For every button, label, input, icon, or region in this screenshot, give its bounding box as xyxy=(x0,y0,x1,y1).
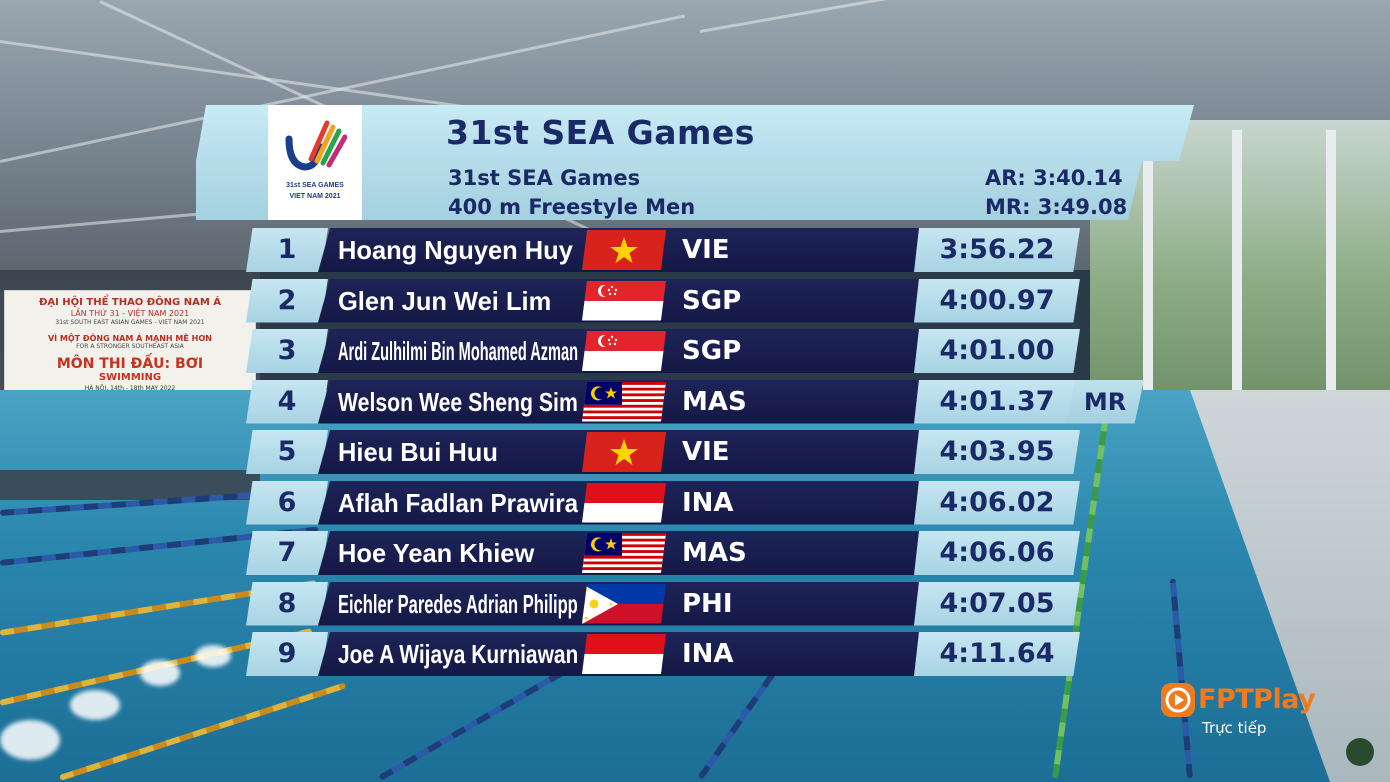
finish-time: 4:06.06 xyxy=(914,531,1080,575)
athlete-name: Welson Wee Sheng Sim xyxy=(338,386,578,417)
column xyxy=(1326,130,1336,400)
sea-games-emblem-icon xyxy=(285,120,347,171)
rank-cell: 8 xyxy=(246,581,328,626)
competition-name: 31st SEA Games xyxy=(448,166,641,190)
country-code: MAS xyxy=(682,538,747,568)
rank-cell: 9 xyxy=(246,632,328,676)
banner-line: FOR A STRONGER SOUTHEAST ASIA xyxy=(76,343,184,350)
rank-cell: 4 xyxy=(246,379,328,424)
malaysia-flag-icon xyxy=(582,533,666,573)
athlete-name: Hieu Bui Huu xyxy=(338,437,498,467)
result-row: 1 Hoang Nguyen Huy VIE 3:56.22 xyxy=(246,228,1146,272)
asian-record: AR: 3:40.14 xyxy=(985,166,1123,190)
athlete-name: Glen Jun Wei Lim xyxy=(338,285,552,316)
vietnam-flag-icon xyxy=(582,432,666,472)
athlete-name: Hoang Nguyen Huy xyxy=(338,235,573,265)
race-name: 400 m Freestyle Men xyxy=(448,195,696,219)
play-logo-icon xyxy=(1161,683,1195,717)
athlete-name: Eichler Paredes Adrian Philipp xyxy=(338,588,578,619)
athlete-name: Ardi Zulhilmi Bin Mohamed Azman xyxy=(338,336,578,366)
philippines-flag-icon xyxy=(582,583,666,624)
logo-caption: VIET NAM 2021 xyxy=(289,193,341,200)
country-code: VIE xyxy=(682,437,730,467)
result-row: 9 Joe A Wijaya Kurniawan INA 4:11.64 xyxy=(246,632,1146,676)
banner-line: MÔN THI ĐẤU: BƠI xyxy=(56,356,204,372)
brand-name: FPTPlay xyxy=(1198,684,1316,715)
finish-time: 4:00.97 xyxy=(914,278,1080,323)
banner-line: LẦN THỨ 31 - VIỆT NAM 2021 xyxy=(70,309,190,318)
title-strip xyxy=(196,105,1194,161)
column xyxy=(1232,130,1242,400)
athlete-name: Aflah Fadlan Prawira xyxy=(338,487,578,518)
result-row: 4 Welson Wee Sheng Sim MAS 4:01.37 MR xyxy=(246,379,1146,424)
result-row: 6 Aflah Fadlan Prawira INA 4:06.02 xyxy=(246,480,1146,525)
water-splash xyxy=(140,660,180,686)
fpt-play-watermark: FPTPlay Trực tiếp xyxy=(1160,682,1320,742)
result-row: 5 Hieu Bui Huu VIE 4:03.95 xyxy=(246,430,1146,474)
country-code: SGP xyxy=(682,285,742,316)
malaysia-flag-icon xyxy=(582,381,666,422)
finish-time: 4:07.05 xyxy=(914,581,1080,626)
banner-line: ĐẠI HỘI THỂ THAO ĐÔNG NAM Á xyxy=(38,297,222,308)
finish-time: 3:56.22 xyxy=(914,228,1080,272)
result-row: 7 Hoe Yean Khiew MAS 4:06.06 xyxy=(246,531,1146,575)
rank-cell: 7 xyxy=(246,531,328,575)
water-splash xyxy=(195,645,231,667)
rank-cell: 2 xyxy=(246,278,328,323)
finish-time: 4:01.00 xyxy=(914,329,1080,373)
logo-caption: 31st SEA GAMES xyxy=(286,182,344,189)
finish-time: 4:03.95 xyxy=(914,430,1080,474)
singapore-flag-icon xyxy=(582,331,666,371)
banner-line: SWIMMING xyxy=(98,372,162,383)
sea-games-logo: 31st SEA GAMES VIET NAM 2021 xyxy=(268,105,362,220)
live-label: Trực tiếp xyxy=(1202,719,1267,737)
banner-line: VÌ MỘT ĐÔNG NAM Á MẠNH MẼ HƠN xyxy=(47,334,213,343)
rank-cell: 1 xyxy=(246,228,328,272)
channel-logo-icon xyxy=(1346,738,1374,766)
singapore-flag-icon xyxy=(582,280,666,321)
meet-record: MR: 3:49.08 xyxy=(985,195,1128,219)
country-code: SGP xyxy=(682,336,742,366)
result-row: 3 Ardi Zulhilmi Bin Mohamed Azman SGP 4:01.… xyxy=(246,329,1146,373)
athlete-name: Joe A Wijaya Kurniawan xyxy=(338,639,578,669)
rank-cell: 5 xyxy=(246,430,328,474)
rank-cell: 6 xyxy=(246,480,328,525)
indonesia-flag-icon xyxy=(582,482,666,523)
indonesia-flag-icon xyxy=(582,634,666,674)
rank-cell: 3 xyxy=(246,329,328,373)
finish-time: 4:01.37 xyxy=(914,379,1080,424)
result-row: 2 Glen Jun Wei Lim SGP 4:00.97 xyxy=(246,278,1146,323)
event-title: 31st SEA Games xyxy=(446,113,755,152)
finish-time: 4:11.64 xyxy=(914,632,1080,676)
result-row: 8 Eichler Paredes Adrian Philipp PHI 4:07.0… xyxy=(246,581,1146,626)
column xyxy=(1143,130,1153,400)
country-code: PHI xyxy=(682,588,733,619)
water-splash xyxy=(70,690,120,720)
country-code: MAS xyxy=(682,386,747,417)
country-code: INA xyxy=(682,487,734,518)
banner-line: 31st SOUTH EAST ASIAN GAMES - VIET NAM 2… xyxy=(55,319,205,326)
water-splash xyxy=(0,720,60,760)
record-badge: MR xyxy=(1066,379,1144,424)
vietnam-flag-icon xyxy=(582,230,666,270)
finish-time: 4:06.02 xyxy=(914,480,1080,525)
country-code: INA xyxy=(682,639,734,669)
athlete-name: Hoe Yean Khiew xyxy=(338,538,535,568)
country-code: VIE xyxy=(682,235,730,265)
banner-line: HÀ NỘI, 14th - 18th MAY 2022 xyxy=(84,385,176,392)
